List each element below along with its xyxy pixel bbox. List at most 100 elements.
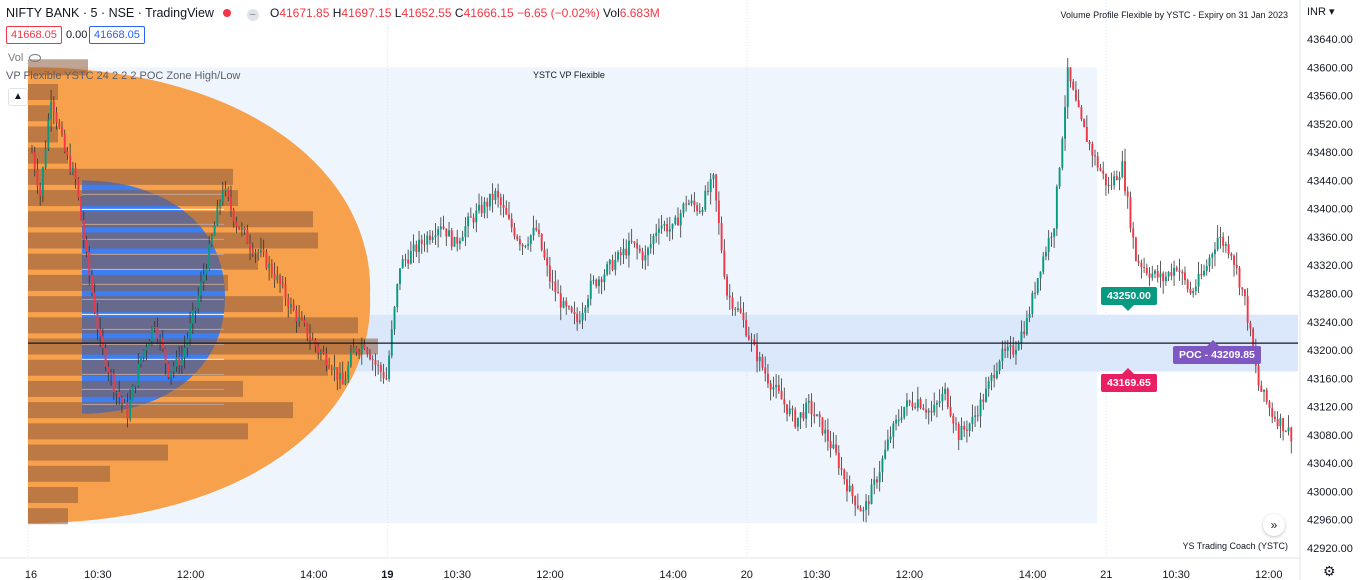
candle	[497, 190, 500, 198]
candle	[935, 403, 938, 405]
candle	[352, 347, 355, 353]
candle	[769, 383, 772, 390]
candle	[1222, 236, 1225, 246]
eye-icon[interactable]	[29, 54, 42, 63]
candle	[467, 216, 470, 227]
symbol-title[interactable]: NIFTY BANK · 5 · NSE · TradingView	[6, 6, 214, 20]
candle	[309, 336, 311, 340]
candle	[859, 507, 862, 512]
candle	[284, 284, 287, 299]
candle	[227, 188, 230, 197]
price-tick-label: 43240.00	[1307, 317, 1353, 329]
candle	[777, 384, 780, 391]
candle	[183, 347, 186, 358]
candle	[818, 414, 821, 418]
candle	[998, 361, 1001, 371]
indicator-credit: YS Trading Coach (YSTC)	[1182, 541, 1288, 551]
candle	[786, 404, 788, 415]
candle	[93, 292, 96, 313]
buy-button[interactable]: 41668.05	[89, 26, 145, 44]
candle	[1186, 280, 1189, 290]
candle	[1271, 408, 1274, 417]
chevron-double-right-icon[interactable]: »	[1263, 514, 1285, 536]
candle	[731, 297, 734, 309]
candle	[854, 496, 857, 506]
candle	[216, 206, 219, 226]
time-tick-label: 16	[25, 569, 37, 580]
candle	[349, 352, 352, 366]
candle	[464, 226, 467, 238]
candle	[726, 276, 729, 296]
time-tick-label: 21	[1100, 569, 1112, 580]
candle	[1208, 257, 1211, 267]
candle	[502, 204, 505, 208]
candle	[456, 236, 459, 244]
candle	[826, 429, 829, 442]
time-tick-label: 19	[381, 569, 393, 580]
candle	[74, 167, 77, 179]
candle	[1205, 266, 1208, 271]
candle	[791, 408, 794, 410]
candle	[232, 209, 235, 222]
candle	[674, 217, 677, 224]
candle	[518, 239, 521, 245]
candle	[407, 259, 410, 264]
time-tick-label: 12:00	[896, 569, 924, 580]
candle	[1023, 331, 1026, 335]
candle	[1203, 270, 1206, 276]
sell-button[interactable]: 41668.05	[6, 26, 62, 44]
candle	[295, 310, 298, 322]
candle	[404, 259, 407, 261]
candle	[573, 311, 576, 315]
candle	[115, 391, 118, 393]
currency-selector[interactable]: INR ▾	[1307, 5, 1335, 18]
candle	[39, 186, 42, 196]
candle	[1006, 346, 1009, 351]
candle	[979, 399, 982, 417]
gear-icon[interactable]: ⚙	[1323, 563, 1336, 579]
candle	[565, 300, 568, 307]
candle	[388, 355, 391, 379]
candle	[1069, 67, 1072, 82]
candle	[568, 306, 570, 308]
candle	[524, 245, 527, 247]
candle	[1257, 365, 1260, 386]
candle	[682, 203, 685, 214]
candle	[952, 415, 955, 424]
candle	[753, 339, 756, 345]
candle	[80, 197, 83, 220]
candle	[1094, 155, 1096, 157]
candle	[156, 327, 159, 339]
candle	[475, 210, 478, 223]
candle	[540, 233, 543, 250]
minus-icon[interactable]: –	[246, 9, 259, 21]
candle	[630, 240, 633, 242]
candle	[303, 319, 306, 324]
candle	[911, 402, 914, 407]
zone-high-label: 43250.00	[1101, 287, 1157, 305]
candle	[723, 250, 726, 277]
candle	[44, 148, 47, 168]
candle	[488, 193, 491, 207]
candle	[129, 400, 132, 419]
time-tick-label: 14:00	[1019, 569, 1047, 580]
candle	[592, 279, 595, 281]
candle	[191, 310, 194, 324]
candle	[666, 223, 669, 232]
vp-label: YSTC VP Flexible	[533, 70, 605, 80]
time-tick-label: 12:00	[536, 569, 564, 580]
candle	[892, 423, 895, 437]
chevron-up-icon[interactable]: ▲	[8, 88, 28, 106]
indicator-title[interactable]: VP Flexible YSTC 24 2 2 2 POC Zone High/…	[6, 70, 241, 82]
candle	[758, 356, 761, 362]
currency-label: INR	[1307, 6, 1326, 18]
candle	[538, 229, 540, 234]
candle	[1224, 244, 1227, 246]
candle	[576, 314, 579, 323]
candle	[938, 401, 941, 404]
change-value: −6.65 (−0.02%)	[516, 6, 600, 20]
candle	[1238, 267, 1241, 288]
candle	[1126, 191, 1129, 197]
candle	[916, 399, 919, 408]
